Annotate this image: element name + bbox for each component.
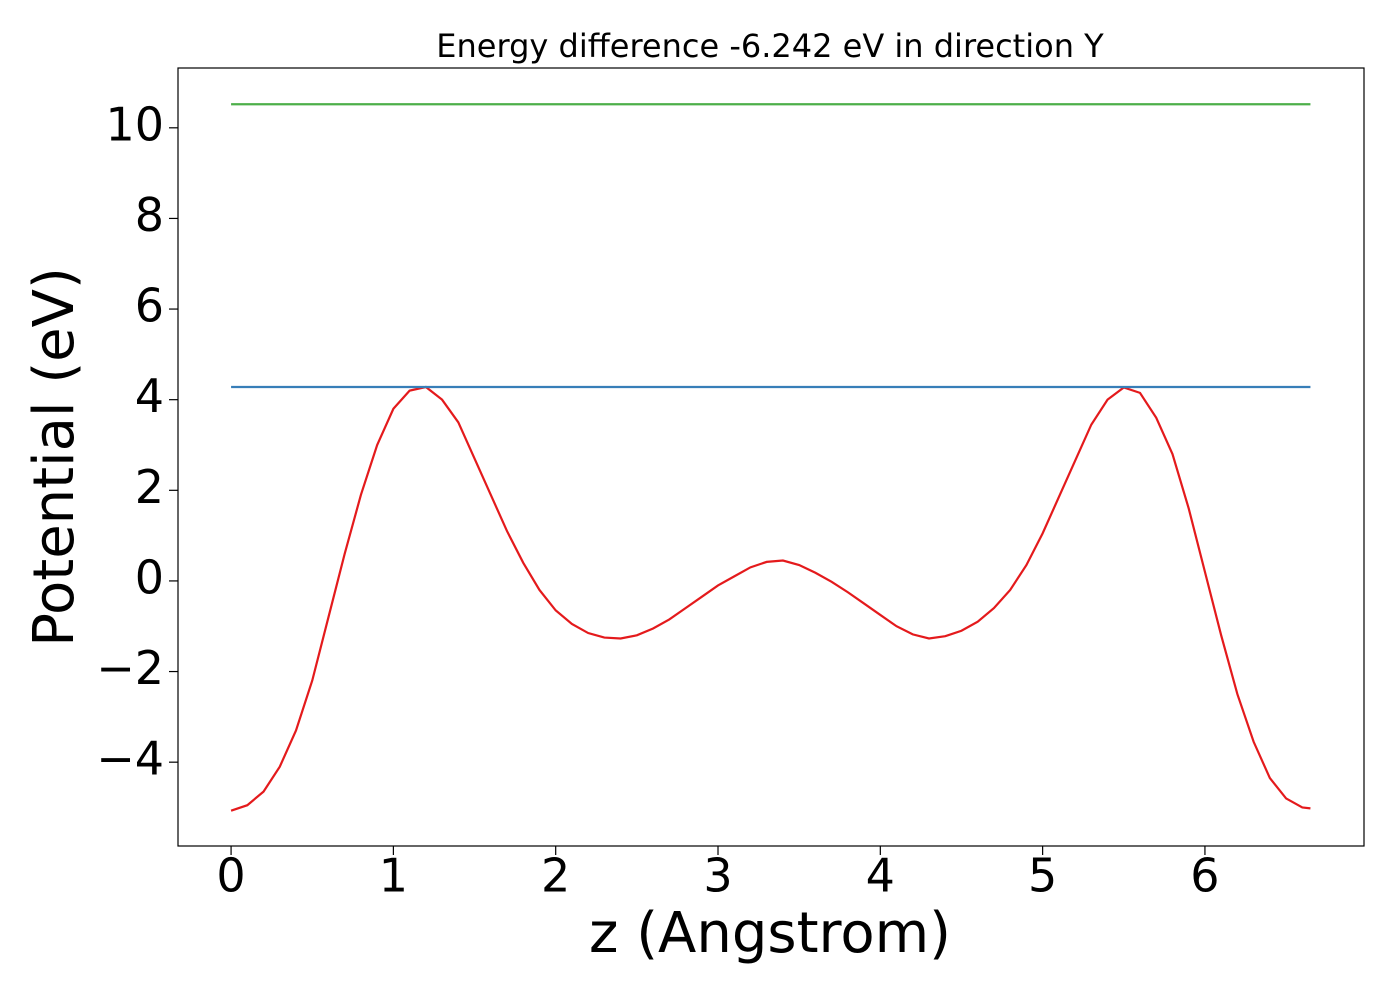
x-axis-label: z (Angstrom) <box>589 901 951 966</box>
x-tick-label: 4 <box>866 849 895 903</box>
x-tick-label: 6 <box>1190 849 1219 903</box>
y-tick-label: 6 <box>135 279 164 333</box>
x-tick-label: 1 <box>379 849 408 903</box>
y-tick-label: 2 <box>135 460 164 514</box>
x-tick-label: 2 <box>541 849 570 903</box>
chart-title: Energy difference -6.242 eV in direction… <box>436 27 1104 65</box>
y-tick-label: −2 <box>96 641 164 695</box>
series-line <box>230 385 1311 812</box>
y-tick-label: 8 <box>135 188 164 242</box>
y-axis-label: Potential (eV) <box>22 267 87 647</box>
plot-frame <box>177 67 1365 847</box>
y-tick-label: 10 <box>105 97 164 151</box>
x-tick-label: 5 <box>1028 849 1057 903</box>
y-tick-label: 0 <box>135 550 164 604</box>
y-tick-label: 4 <box>135 369 164 423</box>
y-tick-label: −4 <box>96 732 164 786</box>
x-tick-label: 3 <box>703 849 732 903</box>
x-tick-label: 0 <box>216 849 245 903</box>
